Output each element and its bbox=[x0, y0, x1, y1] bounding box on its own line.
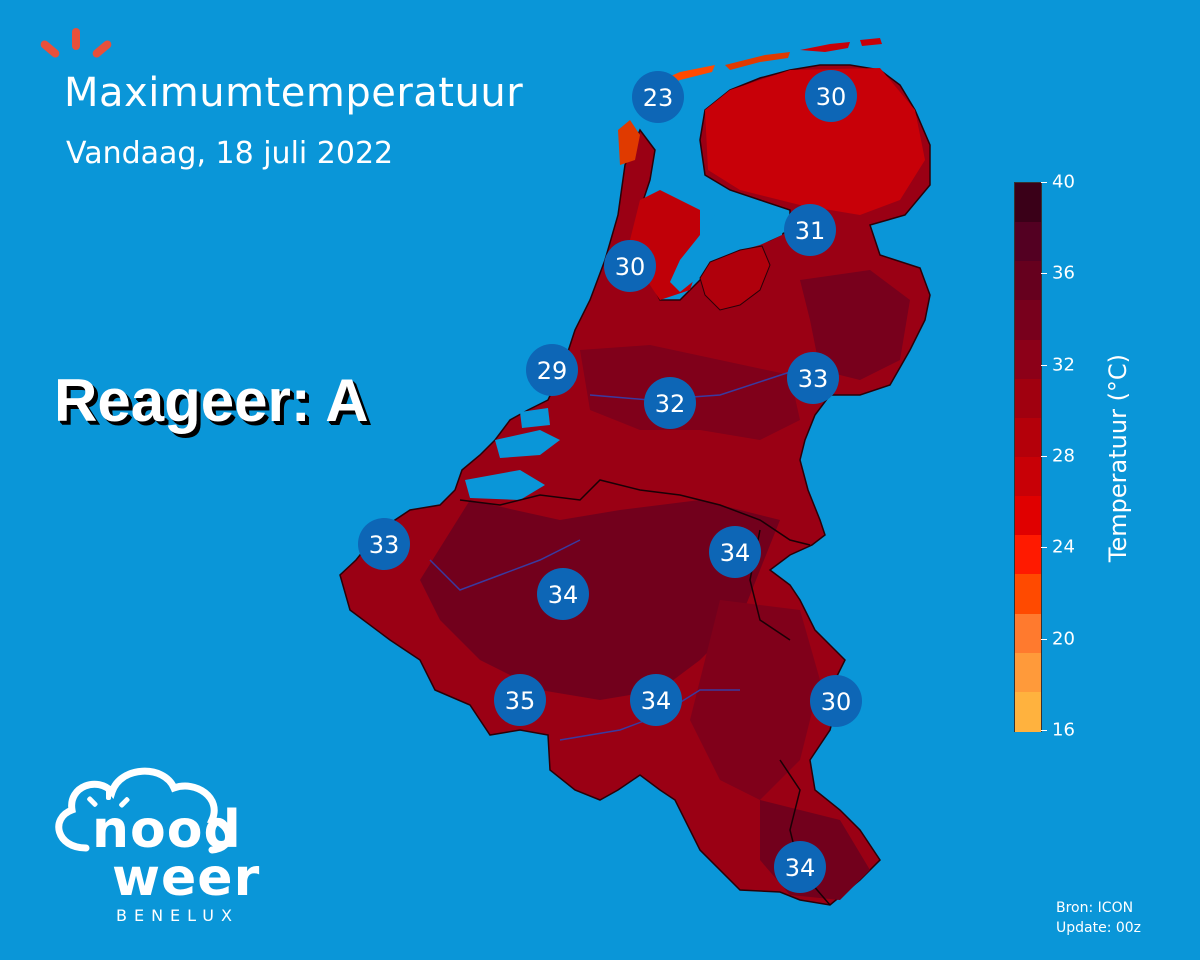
city-marker-den-helder: 23 bbox=[632, 71, 684, 123]
colorbar-tick-mark bbox=[1041, 273, 1047, 275]
colorbar-tick-mark bbox=[1041, 638, 1047, 640]
colorbar-segment bbox=[1015, 222, 1041, 263]
colorbar-segment bbox=[1015, 652, 1041, 693]
city-circle bbox=[784, 204, 836, 256]
city-temperature-label: 30 bbox=[615, 253, 646, 281]
noodweer-cloud-logo-icon bbox=[55, 767, 232, 854]
colorbar-segment bbox=[1015, 535, 1041, 576]
city-temperature-label: 33 bbox=[798, 365, 829, 393]
city-temperature-label: 29 bbox=[537, 357, 568, 385]
colorbar-segment bbox=[1015, 183, 1041, 223]
brand-burst-icon bbox=[40, 28, 112, 58]
city-marker-arlon: 34 bbox=[774, 841, 826, 893]
colorbar-tick-label: 16 bbox=[1052, 719, 1075, 741]
colorbar-tick-label: 40 bbox=[1052, 171, 1075, 193]
city-temperature-label: 30 bbox=[816, 83, 847, 111]
city-circle bbox=[494, 674, 546, 726]
city-marker-lelystad: 31 bbox=[784, 204, 836, 256]
temperature-colorbar bbox=[1014, 182, 1042, 732]
city-marker-leeuwarden: 30 bbox=[805, 70, 857, 122]
city-marker-vaals: 30 bbox=[810, 675, 862, 727]
city-circle bbox=[787, 352, 839, 404]
city-circle bbox=[774, 841, 826, 893]
city-marker-namen: 34 bbox=[630, 674, 682, 726]
city-temperature-label: 32 bbox=[655, 390, 686, 418]
city-temperature-label: 35 bbox=[505, 687, 536, 715]
logo-word-weer: weer bbox=[112, 848, 261, 908]
city-marker-mons: 35 bbox=[494, 674, 546, 726]
update-line: Update: 00z bbox=[1056, 920, 1142, 936]
colorbar-segment bbox=[1015, 691, 1041, 732]
colorbar-tick-mark bbox=[1041, 182, 1047, 183]
city-circle bbox=[358, 518, 410, 570]
logo-subtitle: BENELUX bbox=[116, 906, 239, 925]
city-circle bbox=[709, 526, 761, 578]
colorbar-tick-label: 32 bbox=[1052, 354, 1075, 376]
city-marker-eindhoven: 34 bbox=[709, 526, 761, 578]
landmass bbox=[339, 38, 931, 906]
colorbar-label: Temperatuur (°C) bbox=[1104, 353, 1132, 563]
colorbar-segment bbox=[1015, 261, 1041, 302]
source-info: Bron: ICON Update: 00z bbox=[1056, 898, 1141, 938]
city-marker-utrecht: 32 bbox=[644, 377, 696, 429]
city-temperature-label: 30 bbox=[821, 688, 852, 716]
city-temperature-label: 23 bbox=[643, 84, 674, 112]
colorbar-tick-label: 28 bbox=[1052, 445, 1075, 467]
city-marker-brussel: 34 bbox=[537, 568, 589, 620]
city-marker-brugge: 33 bbox=[358, 518, 410, 570]
colorbar-segment bbox=[1015, 378, 1041, 419]
city-temperature-label: 33 bbox=[369, 531, 400, 559]
city-circle bbox=[526, 344, 578, 396]
colorbar-tick-mark bbox=[1041, 364, 1047, 366]
city-circle bbox=[630, 674, 682, 726]
city-circle bbox=[632, 71, 684, 123]
city-temperature-label: 31 bbox=[795, 217, 826, 245]
reageer-overlay-text: Reageer: A bbox=[54, 367, 369, 434]
city-marker-den-haag: 29 bbox=[526, 344, 578, 396]
map-title: Maximumtemperatuur bbox=[64, 70, 524, 116]
city-temperature-label: 34 bbox=[641, 687, 672, 715]
colorbar-segment bbox=[1015, 339, 1041, 380]
source-line: Bron: ICON bbox=[1056, 900, 1134, 916]
colorbar-tick-label: 20 bbox=[1052, 628, 1075, 650]
colorbar-tick-mark bbox=[1041, 547, 1047, 549]
city-circle bbox=[810, 675, 862, 727]
city-circle bbox=[537, 568, 589, 620]
city-circle bbox=[644, 377, 696, 429]
colorbar-tick-label: 24 bbox=[1052, 536, 1075, 558]
map-subtitle: Vandaag, 18 juli 2022 bbox=[66, 136, 394, 171]
city-circle bbox=[805, 70, 857, 122]
city-circle bbox=[604, 240, 656, 292]
colorbar-segment bbox=[1015, 417, 1041, 458]
city-markers: 23 30 31 30 29 32 33 34 33 34 35 34 30 34 bbox=[358, 70, 862, 893]
city-temperature-label: 34 bbox=[548, 581, 579, 609]
city-marker-arnhem: 33 bbox=[787, 352, 839, 404]
colorbar-segment bbox=[1015, 300, 1041, 341]
colorbar-segment bbox=[1015, 496, 1041, 537]
city-temperature-label: 34 bbox=[720, 539, 751, 567]
colorbar-segment bbox=[1015, 457, 1041, 497]
colorbar-tick-mark bbox=[1041, 730, 1047, 731]
city-temperature-label: 34 bbox=[785, 854, 816, 882]
colorbar-segment bbox=[1015, 574, 1041, 615]
colorbar-tick-mark bbox=[1041, 456, 1047, 457]
city-marker-haarlem: 30 bbox=[604, 240, 656, 292]
colorbar-segment bbox=[1015, 613, 1041, 654]
logo-word-nood: nood bbox=[92, 800, 242, 860]
colorbar-tick-label: 36 bbox=[1052, 262, 1075, 284]
